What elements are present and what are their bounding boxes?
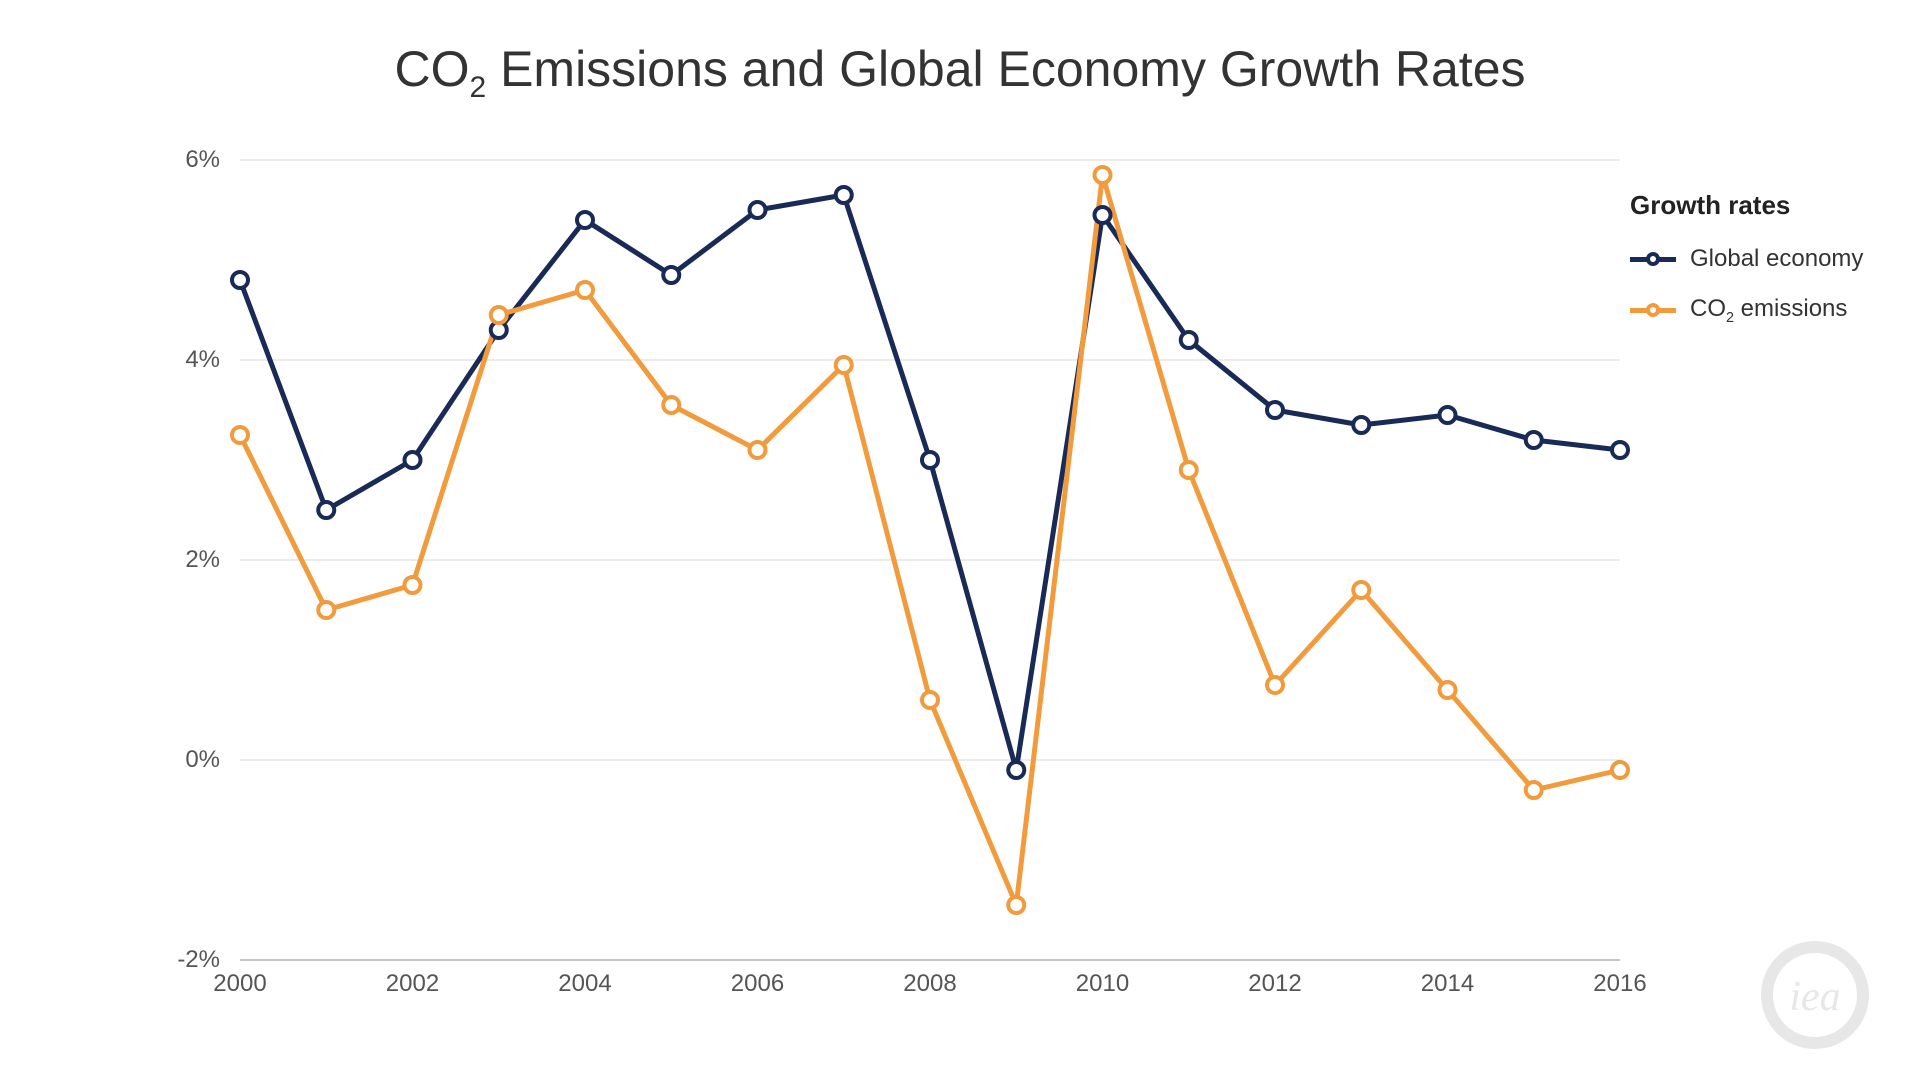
source-logo: iea [1760, 940, 1870, 1050]
legend-label: Global economy [1690, 245, 1863, 273]
legend-items: Global economy CO2 emissions [1630, 245, 1890, 326]
legend-swatch [1630, 303, 1676, 317]
legend-label: CO2 emissions [1690, 295, 1847, 326]
chart-area: -2%0%2%4%6% 2000200220042006200820102012… [140, 150, 1690, 1000]
x-tick-label: 2004 [558, 970, 611, 998]
x-tick-label: 2016 [1593, 970, 1646, 998]
x-tick-label: 2006 [731, 970, 784, 998]
x-tick-label: 2008 [903, 970, 956, 998]
x-tick-label: 2014 [1421, 970, 1474, 998]
x-tick-label: 2002 [386, 970, 439, 998]
legend-swatch [1630, 252, 1676, 266]
x-tick-label: 2012 [1248, 970, 1301, 998]
page: CO2 Emissions and Global Economy Growth … [0, 0, 1920, 1080]
logo-text: iea [1789, 974, 1840, 1020]
x-tick-label: 2010 [1076, 970, 1129, 998]
legend-item: CO2 emissions [1630, 295, 1890, 326]
x-tick-label: 2000 [213, 970, 266, 998]
legend-title: Growth rates [1630, 190, 1890, 221]
chart-title: CO2 Emissions and Global Economy Growth … [0, 40, 1920, 105]
legend: Growth rates Global economy CO2 emissions [1630, 190, 1890, 348]
legend-item: Global economy [1630, 245, 1890, 273]
x-axis-labels: 2000 2002 2004 2006 2008 2010 2012 2014 2016 [140, 150, 1690, 1000]
